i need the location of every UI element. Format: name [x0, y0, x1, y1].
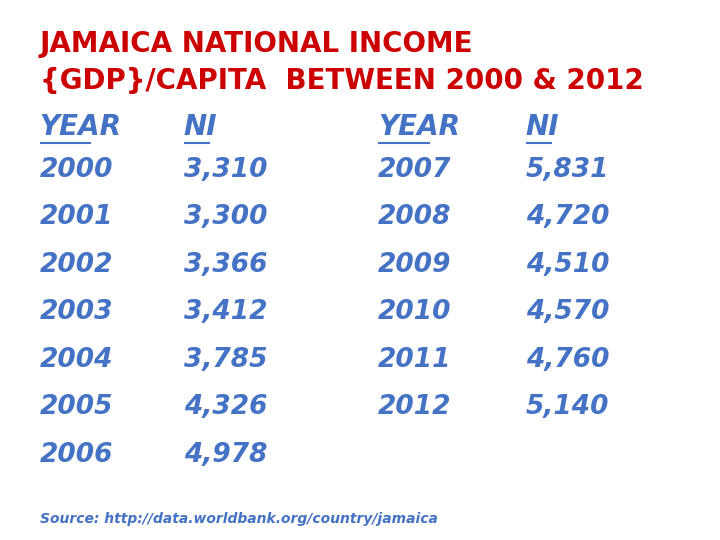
- Text: 2000: 2000: [40, 157, 113, 183]
- Text: 2010: 2010: [378, 299, 451, 325]
- Text: 3,412: 3,412: [184, 299, 267, 325]
- Text: YEAR: YEAR: [378, 113, 460, 141]
- Text: 4,760: 4,760: [526, 347, 609, 373]
- Text: 2005: 2005: [40, 394, 113, 420]
- Text: 2004: 2004: [40, 347, 113, 373]
- Text: 3,785: 3,785: [184, 347, 267, 373]
- Text: 4,510: 4,510: [526, 252, 609, 278]
- Text: JAMAICA NATIONAL INCOME: JAMAICA NATIONAL INCOME: [40, 30, 473, 58]
- Text: 2012: 2012: [378, 394, 451, 420]
- Text: 4,978: 4,978: [184, 442, 267, 468]
- Text: 2011: 2011: [378, 347, 451, 373]
- Text: NI: NI: [184, 113, 217, 141]
- Text: 2003: 2003: [40, 299, 113, 325]
- Text: 4,720: 4,720: [526, 204, 609, 230]
- Text: NI: NI: [526, 113, 559, 141]
- Text: 3,366: 3,366: [184, 252, 267, 278]
- Text: 4,570: 4,570: [526, 299, 609, 325]
- Text: 2007: 2007: [378, 157, 451, 183]
- Text: 4,326: 4,326: [184, 394, 267, 420]
- Text: 2009: 2009: [378, 252, 451, 278]
- Text: 3,310: 3,310: [184, 157, 267, 183]
- Text: 5,831: 5,831: [526, 157, 609, 183]
- Text: 2002: 2002: [40, 252, 113, 278]
- Text: 2006: 2006: [40, 442, 113, 468]
- Text: 2001: 2001: [40, 204, 113, 230]
- Text: Source: http://data.worldbank.org/country/jamaica: Source: http://data.worldbank.org/countr…: [40, 512, 438, 526]
- Text: YEAR: YEAR: [40, 113, 122, 141]
- Text: 2008: 2008: [378, 204, 451, 230]
- Text: {GDP}/CAPITA  BETWEEN 2000 & 2012: {GDP}/CAPITA BETWEEN 2000 & 2012: [40, 68, 644, 96]
- Text: 5,140: 5,140: [526, 394, 609, 420]
- Text: 3,300: 3,300: [184, 204, 267, 230]
